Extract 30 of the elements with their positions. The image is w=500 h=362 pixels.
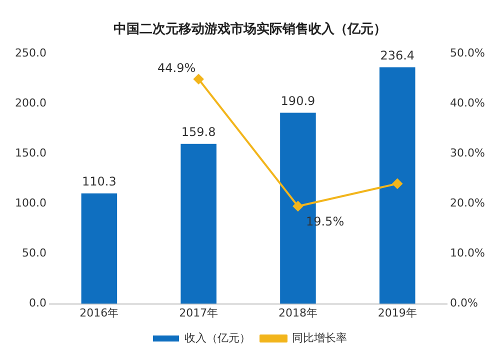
x-tick-label: 2018年	[278, 306, 318, 320]
bar	[81, 193, 118, 304]
y-tick-label: 250.0	[14, 46, 46, 60]
y2-tick-label: 40.0%	[450, 96, 486, 110]
point	[194, 74, 204, 84]
x-tick-label: 2016年	[80, 306, 119, 320]
y-tick-label: 50.0	[22, 246, 46, 260]
y2-tick-label: 50.0%	[450, 46, 486, 60]
chart-title: 中国二次元移动游戏市场实际销售收入（亿元）	[114, 21, 386, 38]
y-tick-label: 0.0	[28, 296, 46, 310]
legend-label: 同比增长率	[292, 331, 347, 344]
data-label: 190.9	[280, 94, 316, 108]
y2-tick-label: 20.0%	[450, 196, 486, 210]
x-tick-label: 2019年	[378, 306, 417, 320]
y-tick-label: 150.0	[14, 146, 46, 160]
point	[292, 201, 303, 212]
point	[392, 178, 402, 189]
data-label: 159.8	[181, 124, 216, 139]
data-label: 236.4	[380, 48, 415, 62]
bar	[180, 144, 216, 304]
data-label: 44.9%	[158, 61, 196, 76]
data-label: 110.3	[82, 174, 116, 189]
bar	[379, 67, 416, 304]
y-tick-label: 100.0	[14, 196, 46, 210]
legend-label: 收入（亿元）	[184, 331, 250, 344]
x-tick-label: 2017年	[179, 306, 218, 320]
y2-tick-label: 30.0%	[450, 146, 486, 160]
y-tick-label: 200.0	[14, 96, 46, 110]
y2-tick-label: 0.0%	[450, 296, 478, 310]
y2-tick-label: 10.0%	[450, 246, 486, 260]
